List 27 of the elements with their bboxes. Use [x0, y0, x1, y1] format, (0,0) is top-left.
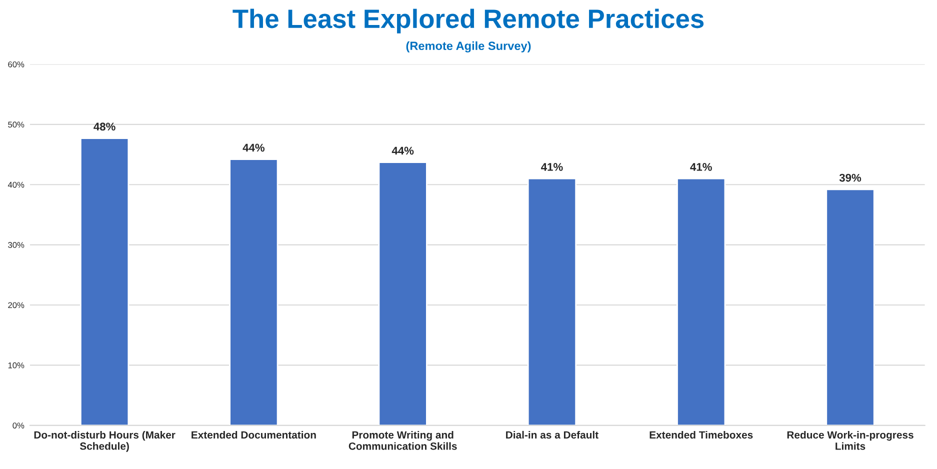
y-tick-label: 20% [8, 302, 24, 308]
data-label: 44% [392, 146, 414, 155]
y-tick-label: 50% [8, 122, 24, 128]
data-label: 41% [541, 163, 563, 171]
chart-title: The Least Explored Remote Practices [232, 8, 704, 34]
bar [80, 138, 130, 426]
bar [378, 162, 428, 426]
y-tick-label: 60% [8, 61, 24, 68]
y-tick-label: 0% [12, 422, 24, 428]
bar [676, 178, 726, 426]
chart-subtitle: (Remote Agile Survey) [406, 41, 531, 52]
x-tick-label: Reduce Work-in-progress Limits [787, 430, 914, 450]
data-label: 44% [242, 144, 265, 152]
y-tick-label: 30% [8, 242, 24, 248]
data-label: 48% [94, 122, 116, 131]
bar [527, 178, 577, 426]
x-tick-label: Extended Documentation [192, 430, 316, 439]
bar [229, 158, 278, 426]
y-tick-label: 40% [8, 182, 24, 188]
x-tick-label: Promote Writing and Communication Skills [348, 430, 457, 450]
x-tick-label: Extended Timeboxes [650, 430, 753, 439]
y-tick-label: 10% [8, 362, 24, 368]
x-tick-label: Dial-in as a Default [506, 430, 598, 439]
data-label: 41% [690, 163, 712, 171]
data-label: 39% [839, 174, 862, 182]
x-tick-label: Do-not-disturb Hours (Maker Schedule) [34, 430, 176, 452]
bar [826, 188, 875, 426]
